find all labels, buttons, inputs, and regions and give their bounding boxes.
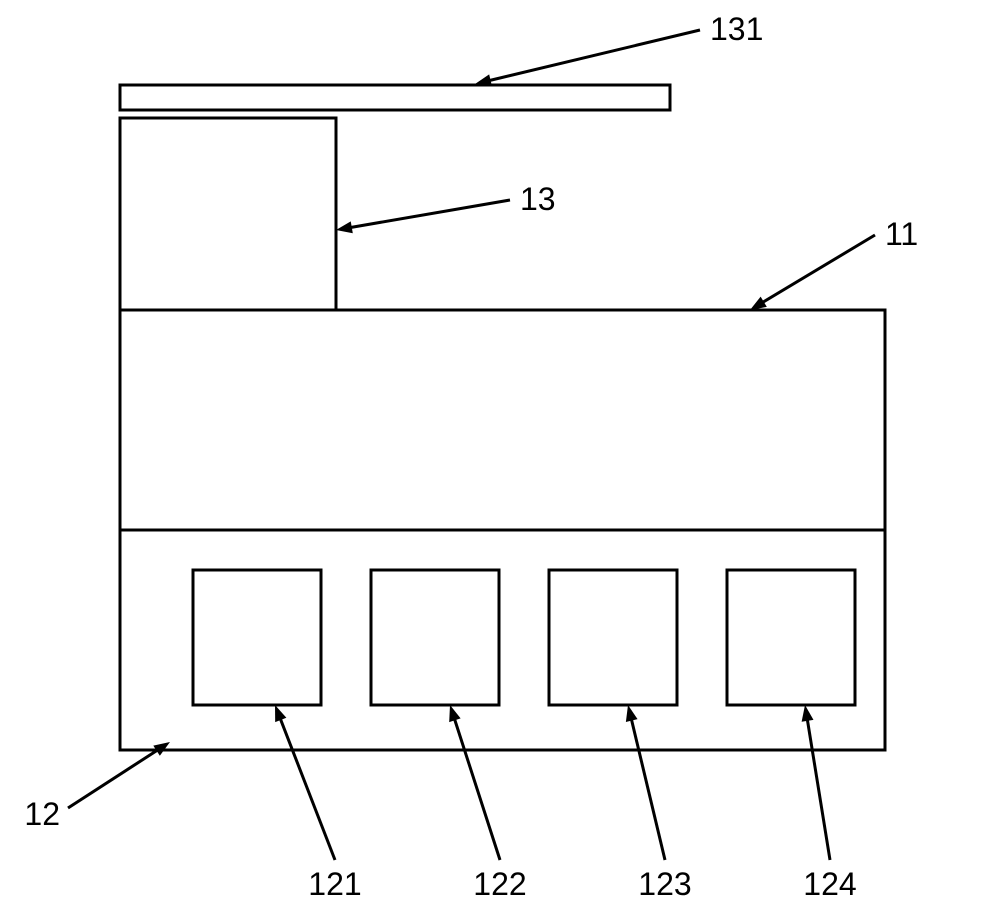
shape-top-bar-131 — [120, 85, 670, 110]
callout-line — [345, 200, 510, 228]
callout-c124: 124 — [802, 705, 857, 902]
diagram-canvas: 131 13 11 12 121 122 123 124 — [0, 0, 1000, 905]
callout-label: 12 — [24, 796, 60, 832]
arrowhead-icon — [626, 705, 638, 722]
callout-line — [758, 235, 875, 305]
arrowhead-icon — [449, 705, 460, 722]
shape-tray-123 — [549, 570, 677, 705]
callout-c131: 131 — [475, 11, 763, 86]
callout-line — [630, 714, 665, 860]
callout-line — [68, 747, 162, 808]
callout-line — [484, 30, 700, 82]
callout-c122: 122 — [449, 705, 526, 902]
shape-tray-121 — [193, 570, 321, 705]
callout-label: 123 — [638, 866, 691, 902]
shape-tray-122 — [371, 570, 499, 705]
arrowhead-icon — [275, 705, 286, 722]
callout-c11: 11 — [750, 216, 918, 310]
arrowhead-icon — [336, 221, 353, 233]
callout-c121: 121 — [275, 705, 362, 902]
callout-label: 13 — [520, 181, 556, 217]
shape-lower-body — [120, 530, 885, 750]
callout-line — [278, 714, 335, 860]
callout-label: 131 — [710, 11, 763, 47]
callout-c123: 123 — [626, 705, 692, 902]
callout-line — [453, 714, 500, 860]
callout-c13: 13 — [336, 181, 556, 233]
shape-tray-124 — [727, 570, 855, 705]
callout-label: 121 — [308, 866, 361, 902]
shape-block-13 — [120, 118, 336, 310]
callout-label: 11 — [885, 216, 918, 252]
callout-label: 122 — [473, 866, 526, 902]
callout-c12: 12 — [24, 742, 170, 832]
callout-line — [807, 714, 830, 860]
callout-label: 124 — [803, 866, 856, 902]
shape-main-body-11 — [120, 310, 885, 530]
arrowhead-icon — [802, 705, 814, 722]
arrowhead-icon — [750, 297, 767, 310]
